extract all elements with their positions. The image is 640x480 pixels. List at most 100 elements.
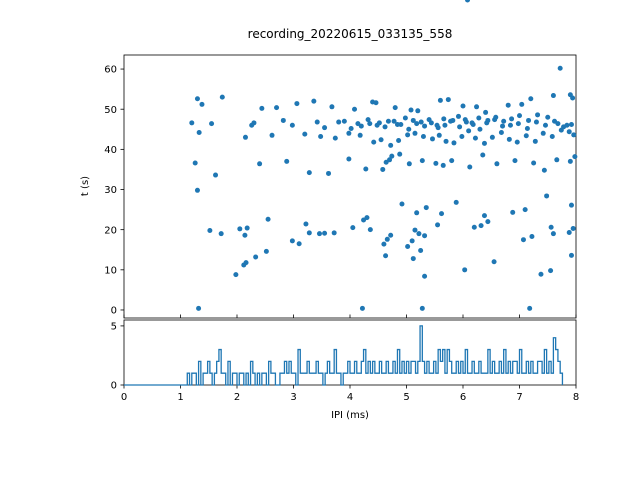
scatter-point: [422, 273, 428, 279]
scatter-point: [457, 124, 463, 130]
scatter-point: [566, 229, 572, 235]
scatter-point: [189, 120, 195, 126]
scatter-point: [199, 101, 205, 107]
scatter-point: [512, 158, 518, 164]
scatter-point: [194, 96, 200, 102]
scatter-point: [420, 134, 426, 140]
scatter-point: [542, 122, 548, 128]
scatter-point: [383, 253, 389, 259]
scatter-point: [481, 140, 487, 146]
scatter-point: [500, 123, 506, 129]
scatter-point: [440, 162, 446, 168]
histogram-x-axis-ticks: 0 1 2 3 4 5 6 7 8: [121, 385, 579, 403]
scatter-point: [477, 126, 483, 132]
scatter-point: [414, 210, 420, 216]
scatter-point: [213, 172, 219, 178]
scatter-point: [549, 134, 555, 140]
scatter-point: [520, 237, 526, 243]
scatter-point: [237, 226, 243, 232]
scatter-point: [550, 93, 556, 99]
scatter-point: [566, 129, 572, 135]
scatter-point: [242, 232, 248, 238]
scatter-point: [422, 123, 428, 129]
scatter-point: [540, 130, 546, 136]
scatter-point: [303, 221, 309, 227]
scatter-point: [409, 238, 415, 244]
histogram-y-tick-label: 0: [111, 381, 117, 392]
histogram-x-axis-label: IPI (ms): [331, 410, 369, 421]
scatter-point: [550, 231, 556, 237]
scatter-point: [322, 125, 328, 131]
scatter-point: [346, 156, 352, 162]
scatter-point: [538, 271, 544, 277]
scatter-point: [449, 158, 455, 164]
scatter-panel: 0 10 20 30 40 50 60 t (s): [80, 0, 578, 319]
scatter-point: [365, 117, 371, 123]
scatter-point: [306, 170, 312, 176]
scatter-point: [517, 113, 522, 119]
scatter-point: [384, 236, 390, 242]
scatter-point: [532, 138, 538, 144]
scatter-point: [466, 128, 472, 134]
scatter-point: [524, 125, 530, 131]
scatter-point: [380, 166, 386, 172]
scatter-point: [568, 202, 574, 208]
scatter-point: [394, 121, 400, 127]
scatter-point: [318, 134, 324, 140]
scatter-point: [471, 224, 477, 230]
scatter-point: [426, 117, 432, 123]
scatter-point: [480, 152, 486, 158]
scatter-point: [296, 241, 302, 247]
histogram-step-line: [124, 325, 564, 386]
scatter-point: [448, 118, 454, 124]
scatter-point: [554, 157, 560, 163]
scatter-point: [364, 215, 370, 221]
scatter-point: [289, 122, 295, 128]
scatter-point: [462, 117, 468, 123]
scatter-point: [533, 119, 539, 125]
scatter-point: [423, 205, 429, 211]
scatter-point: [519, 101, 525, 107]
scatter-point: [381, 241, 387, 247]
histogram-x-tick-label: 3: [290, 392, 296, 403]
scatter-point: [219, 94, 225, 100]
histogram-x-tick-label: 2: [234, 392, 240, 403]
scatter-point: [302, 131, 308, 137]
scatter-point: [439, 211, 445, 217]
scatter-point: [434, 122, 440, 128]
scatter-point: [429, 136, 435, 142]
scatter-point: [535, 112, 541, 118]
scatter-point: [472, 135, 478, 141]
scatter-point: [493, 114, 499, 120]
scatter-point: [242, 134, 248, 140]
scatter-point: [494, 161, 500, 167]
scatter-point: [501, 118, 507, 124]
scatter-point: [355, 121, 361, 127]
scatter-point: [382, 124, 388, 130]
scatter-point: [396, 138, 402, 144]
scatter-point: [348, 125, 354, 131]
scatter-point: [233, 272, 239, 278]
scatter-point: [332, 135, 338, 141]
scatter-y-axis-ticks: 0 10 20 30 40 50 60: [104, 65, 124, 317]
figure-title: recording_20220615_033135_558: [248, 27, 453, 41]
scatter-point: [433, 160, 439, 166]
scatter-point: [314, 119, 320, 125]
scatter-point: [523, 133, 529, 139]
scatter-point: [408, 107, 414, 113]
scatter-point: [510, 209, 516, 215]
scatter-point: [196, 305, 202, 311]
scatter-point: [367, 227, 373, 233]
scatter-point: [402, 115, 408, 121]
scatter-point: [548, 268, 554, 274]
scatter-point: [415, 108, 421, 114]
scatter-point: [194, 187, 200, 193]
scatter-point: [357, 132, 363, 138]
scatter-point: [326, 170, 332, 176]
scatter-point: [378, 137, 384, 143]
scatter-point: [491, 259, 497, 265]
scatter-point: [529, 233, 535, 239]
scatter-x-axis-ticks: [123, 314, 577, 318]
scatter-y-tick-label: 40: [104, 145, 117, 156]
scatter-point: [527, 305, 533, 311]
